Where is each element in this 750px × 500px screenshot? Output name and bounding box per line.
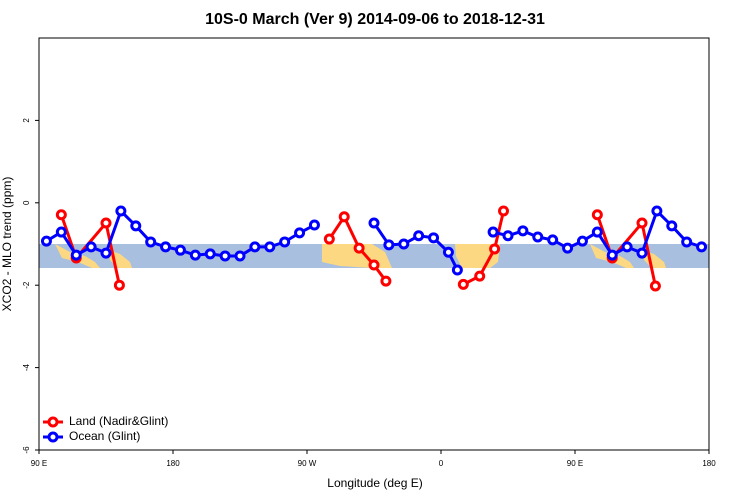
point bbox=[249, 241, 261, 253]
chart-title: 10S-0 March (Ver 9) 2014-09-06 to 2018-1… bbox=[205, 11, 545, 28]
point bbox=[130, 220, 142, 232]
point bbox=[55, 209, 67, 221]
x-tick-label: 90 E bbox=[567, 459, 583, 468]
point bbox=[636, 217, 648, 229]
point bbox=[264, 241, 276, 253]
point bbox=[55, 226, 67, 238]
point bbox=[219, 250, 231, 262]
point bbox=[115, 205, 127, 217]
point bbox=[591, 226, 603, 238]
point bbox=[174, 244, 186, 256]
y-tick-label: -4 bbox=[22, 363, 31, 371]
point bbox=[457, 278, 469, 290]
point bbox=[353, 242, 365, 254]
point bbox=[100, 247, 112, 259]
point bbox=[489, 243, 501, 255]
point bbox=[562, 242, 574, 254]
point bbox=[40, 235, 52, 247]
series-line bbox=[462, 210, 505, 286]
point bbox=[636, 247, 648, 259]
y-tick-label: 0 bbox=[22, 200, 31, 205]
point bbox=[442, 246, 454, 258]
point bbox=[591, 209, 603, 221]
x-tick-label: 90 E bbox=[31, 459, 47, 468]
point bbox=[189, 249, 201, 261]
x-tick-label: 0 bbox=[439, 459, 444, 468]
point bbox=[517, 225, 529, 237]
point bbox=[651, 205, 663, 217]
point bbox=[681, 236, 693, 248]
plot-frame bbox=[38, 37, 710, 451]
point bbox=[234, 250, 246, 262]
legend-marker bbox=[47, 416, 59, 428]
point bbox=[428, 232, 440, 244]
legend-label: Land (Nadir&Glint) bbox=[69, 414, 168, 428]
point bbox=[323, 233, 335, 245]
point bbox=[85, 241, 97, 253]
point bbox=[498, 205, 510, 217]
point bbox=[383, 239, 395, 251]
point bbox=[474, 270, 486, 282]
point bbox=[113, 279, 125, 291]
point bbox=[338, 211, 350, 223]
point bbox=[380, 275, 392, 287]
series-line bbox=[595, 214, 657, 287]
point bbox=[294, 227, 306, 239]
series-line bbox=[59, 214, 121, 286]
point bbox=[100, 217, 112, 229]
point bbox=[368, 217, 380, 229]
point bbox=[606, 249, 618, 261]
legend-label: Ocean (Glint) bbox=[69, 429, 140, 443]
x-tick-label: 180 bbox=[166, 459, 180, 468]
point bbox=[398, 238, 410, 250]
y-tick-label: -6 bbox=[22, 446, 31, 454]
point bbox=[145, 236, 157, 248]
point bbox=[451, 264, 463, 276]
point bbox=[70, 249, 82, 261]
y-axis-label: XCO2 - MLO trend (ppm) bbox=[0, 177, 14, 312]
point bbox=[204, 248, 216, 260]
point bbox=[649, 280, 661, 292]
point bbox=[696, 241, 708, 253]
y-tick-label: -2 bbox=[22, 281, 31, 289]
point bbox=[487, 226, 499, 238]
point bbox=[413, 230, 425, 242]
point bbox=[547, 234, 559, 246]
x-tick-label: 180 bbox=[702, 459, 716, 468]
point bbox=[532, 231, 544, 243]
y-tick-label: 2 bbox=[22, 118, 31, 123]
point bbox=[308, 219, 320, 231]
point bbox=[576, 235, 588, 247]
x-tick-label: 90 W bbox=[298, 459, 317, 468]
point bbox=[279, 236, 291, 248]
x-axis-label: Longitude (deg E) bbox=[327, 476, 422, 490]
point bbox=[160, 241, 172, 253]
point bbox=[666, 220, 678, 232]
point bbox=[368, 259, 380, 271]
point bbox=[621, 241, 633, 253]
point bbox=[502, 230, 514, 242]
legend-marker bbox=[47, 431, 59, 443]
